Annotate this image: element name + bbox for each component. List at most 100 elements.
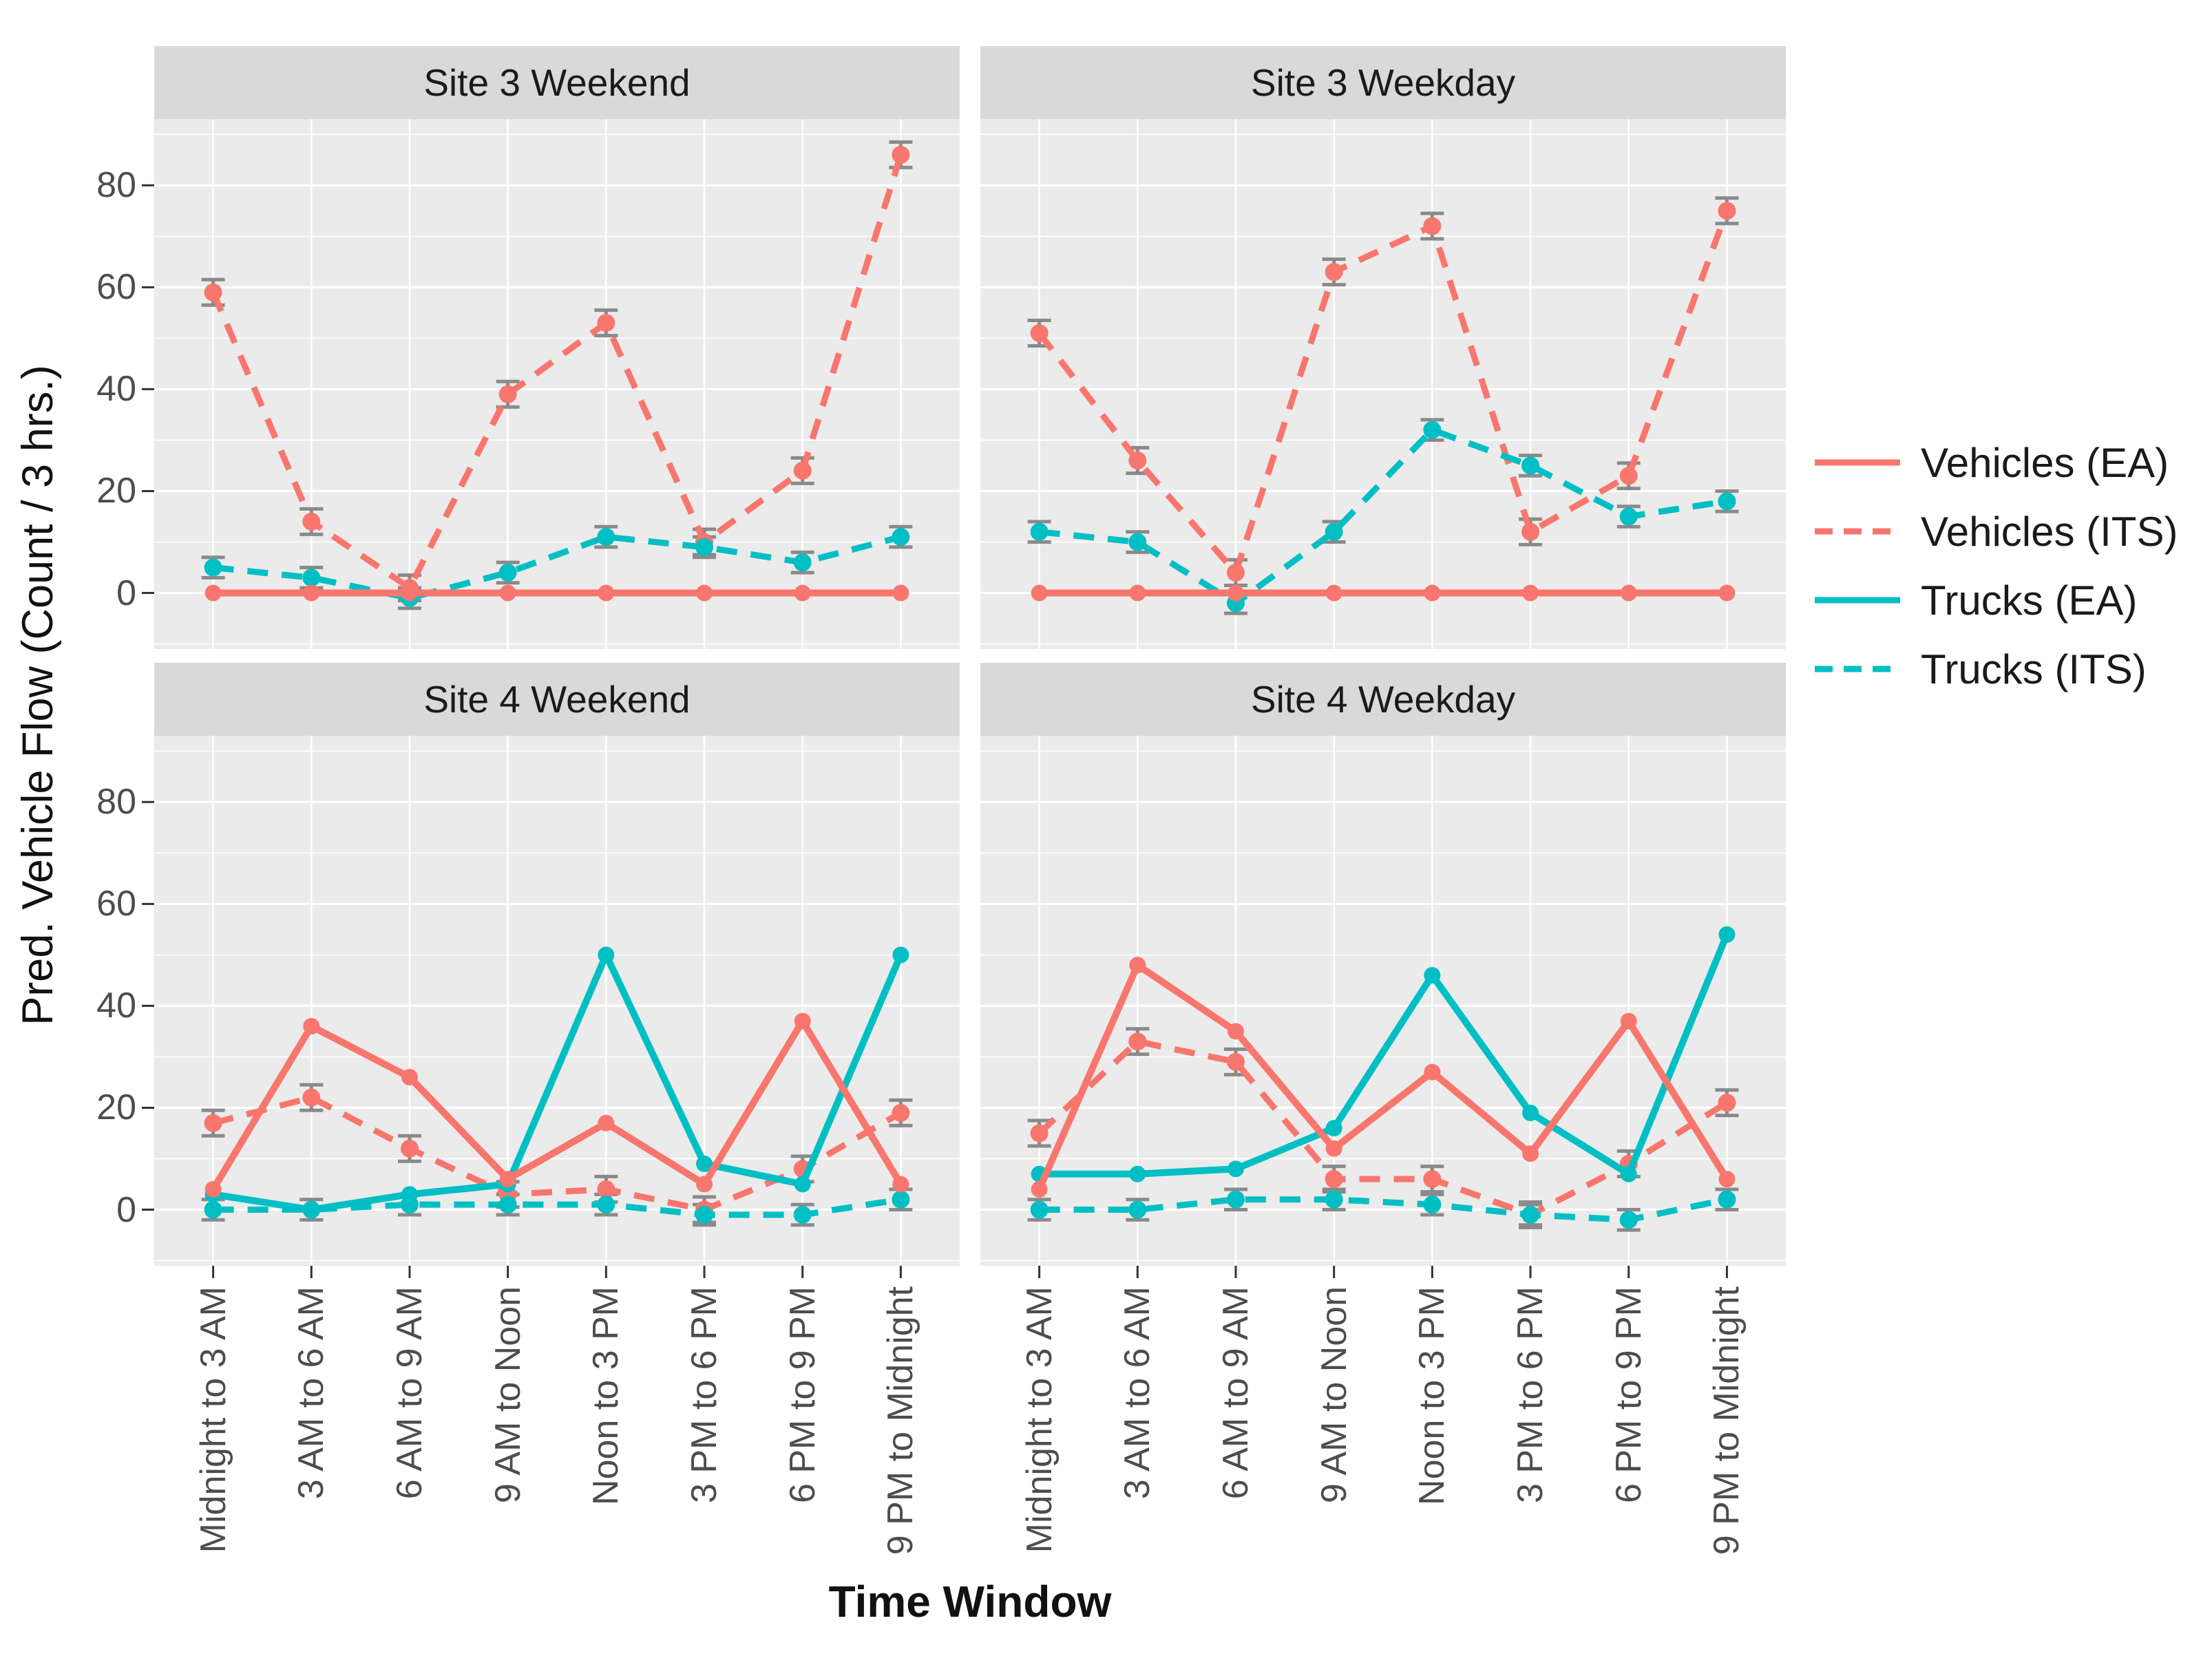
data-point-vehicles_ea — [1129, 584, 1146, 602]
data-point-vehicles_its — [793, 461, 812, 480]
x-tick-label: 6 AM to 9 AM — [389, 1286, 430, 1500]
series-line-trucks_its — [1039, 426, 1728, 607]
data-point-vehicles_ea — [794, 584, 811, 602]
data-point-trucks_ea — [1129, 1165, 1146, 1182]
series-line-trucks_its — [1039, 1196, 1728, 1223]
data-point-trucks_its — [597, 1196, 615, 1214]
data-point-vehicles_ea — [598, 584, 615, 602]
legend-label: Trucks (EA) — [1921, 577, 2138, 624]
data-point-vehicles_ea — [401, 584, 418, 602]
data-point-vehicles_its — [1619, 467, 1638, 485]
x-tick-label: 6 AM to 9 AM — [1215, 1286, 1256, 1500]
panel-background — [980, 119, 1786, 649]
data-point-trucks_its — [695, 538, 714, 556]
series-line-trucks_ea — [212, 946, 904, 1213]
data-point-vehicles_ea — [1424, 584, 1441, 602]
data-point-vehicles_its — [1718, 1094, 1736, 1112]
legend-item-trucks-its: Trucks (ITS) — [1809, 635, 2178, 703]
data-point-vehicles_ea — [1227, 584, 1244, 602]
data-point-trucks_ea — [794, 1176, 811, 1193]
data-point-vehicles_ea — [499, 584, 516, 602]
data-point-vehicles_ea — [1522, 584, 1539, 602]
data-point-vehicles_its — [1226, 1052, 1245, 1071]
x-tick-label: 3 AM to 6 AM — [1117, 1286, 1158, 1500]
data-point-vehicles_its — [1128, 1032, 1147, 1051]
data-point-vehicles_its — [1423, 217, 1442, 235]
data-point-vehicles_its — [302, 1088, 321, 1107]
legend-key-dashed-teal-icon — [1815, 666, 1900, 672]
y-tick-label: 60 — [96, 884, 136, 924]
facet-strip-site3-weekday: Site 3 Weekday — [980, 46, 1786, 119]
series-line-vehicles_its — [1037, 1038, 1729, 1218]
data-point-trucks_its — [892, 528, 910, 546]
data-point-vehicles_ea — [204, 1180, 222, 1198]
legend-label: Vehicles (ITS) — [1921, 508, 2178, 555]
data-point-trucks_its — [1030, 1200, 1049, 1219]
data-point-trucks_its — [1423, 1196, 1442, 1214]
legend-item-vehicles-ea: Vehicles (EA) — [1809, 428, 2178, 497]
legend: Vehicles (EA) Vehicles (ITS) Trucks (EA)… — [1809, 428, 2178, 703]
data-point-trucks_its — [597, 528, 615, 546]
data-point-vehicles_ea — [1031, 584, 1048, 602]
x-tick-label: 9 PM to Midnight — [881, 1286, 921, 1555]
facet-title: Site 4 Weekend — [423, 678, 691, 721]
x-tick-label: 3 PM to 6 PM — [1510, 1286, 1551, 1503]
data-point-trucks_its — [793, 553, 812, 572]
data-point-vehicles_its — [1325, 263, 1343, 282]
x-tick-label: 9 AM to Noon — [487, 1286, 528, 1504]
data-point-vehicles_ea — [1031, 1180, 1048, 1198]
data-point-trucks_its — [1128, 533, 1147, 551]
data-point-trucks_ea — [1424, 966, 1441, 984]
y-axis-title: Pred. Vehicle Flow (Count / 3 hrs.) — [14, 365, 62, 1026]
data-point-vehicles_ea — [696, 584, 713, 602]
data-point-vehicles_ea — [204, 584, 222, 602]
x-tick-label: 3 PM to 6 PM — [684, 1286, 725, 1503]
data-point-vehicles_its — [400, 1139, 419, 1158]
x-tick-label: Noon to 3 PM — [1412, 1286, 1453, 1505]
y-tick-label: 80 — [96, 782, 136, 822]
series-line-vehicles_its — [212, 1094, 903, 1213]
data-point-vehicles_ea — [892, 584, 909, 602]
data-point-vehicles_ea — [696, 1176, 713, 1193]
x-tick-label: 3 AM to 6 AM — [291, 1286, 332, 1500]
x-tick-label: Noon to 3 PM — [586, 1286, 626, 1505]
data-point-trucks_its — [498, 1196, 517, 1214]
legend-item-vehicles-its: Vehicles (ITS) — [1809, 497, 2178, 566]
series-line-vehicles_its — [210, 153, 904, 593]
x-tick-label: 6 PM to 9 PM — [1608, 1286, 1649, 1503]
data-point-trucks_ea — [303, 1201, 320, 1218]
data-point-vehicles_its — [1521, 522, 1540, 541]
series-line-trucks_its — [213, 533, 902, 602]
data-point-vehicles_ea — [1522, 1145, 1539, 1162]
data-point-vehicles_ea — [598, 1114, 615, 1132]
panel-background — [154, 119, 960, 649]
data-point-vehicles_its — [1325, 1170, 1343, 1189]
data-point-vehicles_its — [1030, 1124, 1049, 1143]
series-line-trucks_ea — [1039, 933, 1731, 1180]
data-point-vehicles_its — [892, 1103, 910, 1122]
data-point-trucks_ea — [696, 1155, 713, 1172]
data-point-vehicles_its — [1128, 452, 1147, 470]
legend-key-solid-teal-icon — [1815, 597, 1900, 604]
data-point-vehicles_its — [1030, 323, 1049, 342]
data-point-vehicles_its — [204, 1114, 222, 1132]
data-point-trucks_its — [793, 1205, 812, 1224]
data-point-trucks_its — [1718, 1190, 1736, 1209]
facet-title: Site 3 Weekday — [1250, 61, 1516, 104]
x-tick-label: 9 PM to Midnight — [1707, 1286, 1747, 1555]
series-line-vehicles_ea — [210, 1014, 904, 1191]
data-point-trucks_its — [302, 569, 321, 587]
data-point-trucks_ea — [1325, 1120, 1342, 1137]
series-line-vehicles_its — [1037, 209, 1730, 579]
data-point-trucks_ea — [892, 946, 909, 964]
facet-title: Site 4 Weekday — [1250, 678, 1516, 721]
data-point-vehicles_ea — [892, 1176, 909, 1193]
data-point-vehicles_ea — [1620, 584, 1637, 602]
data-point-trucks_its — [1226, 1190, 1245, 1209]
data-point-trucks_its — [1619, 507, 1638, 526]
y-tick-label: 0 — [116, 1189, 136, 1230]
data-point-trucks_its — [1718, 492, 1736, 511]
x-tick-label: 6 PM to 9 PM — [782, 1286, 823, 1503]
